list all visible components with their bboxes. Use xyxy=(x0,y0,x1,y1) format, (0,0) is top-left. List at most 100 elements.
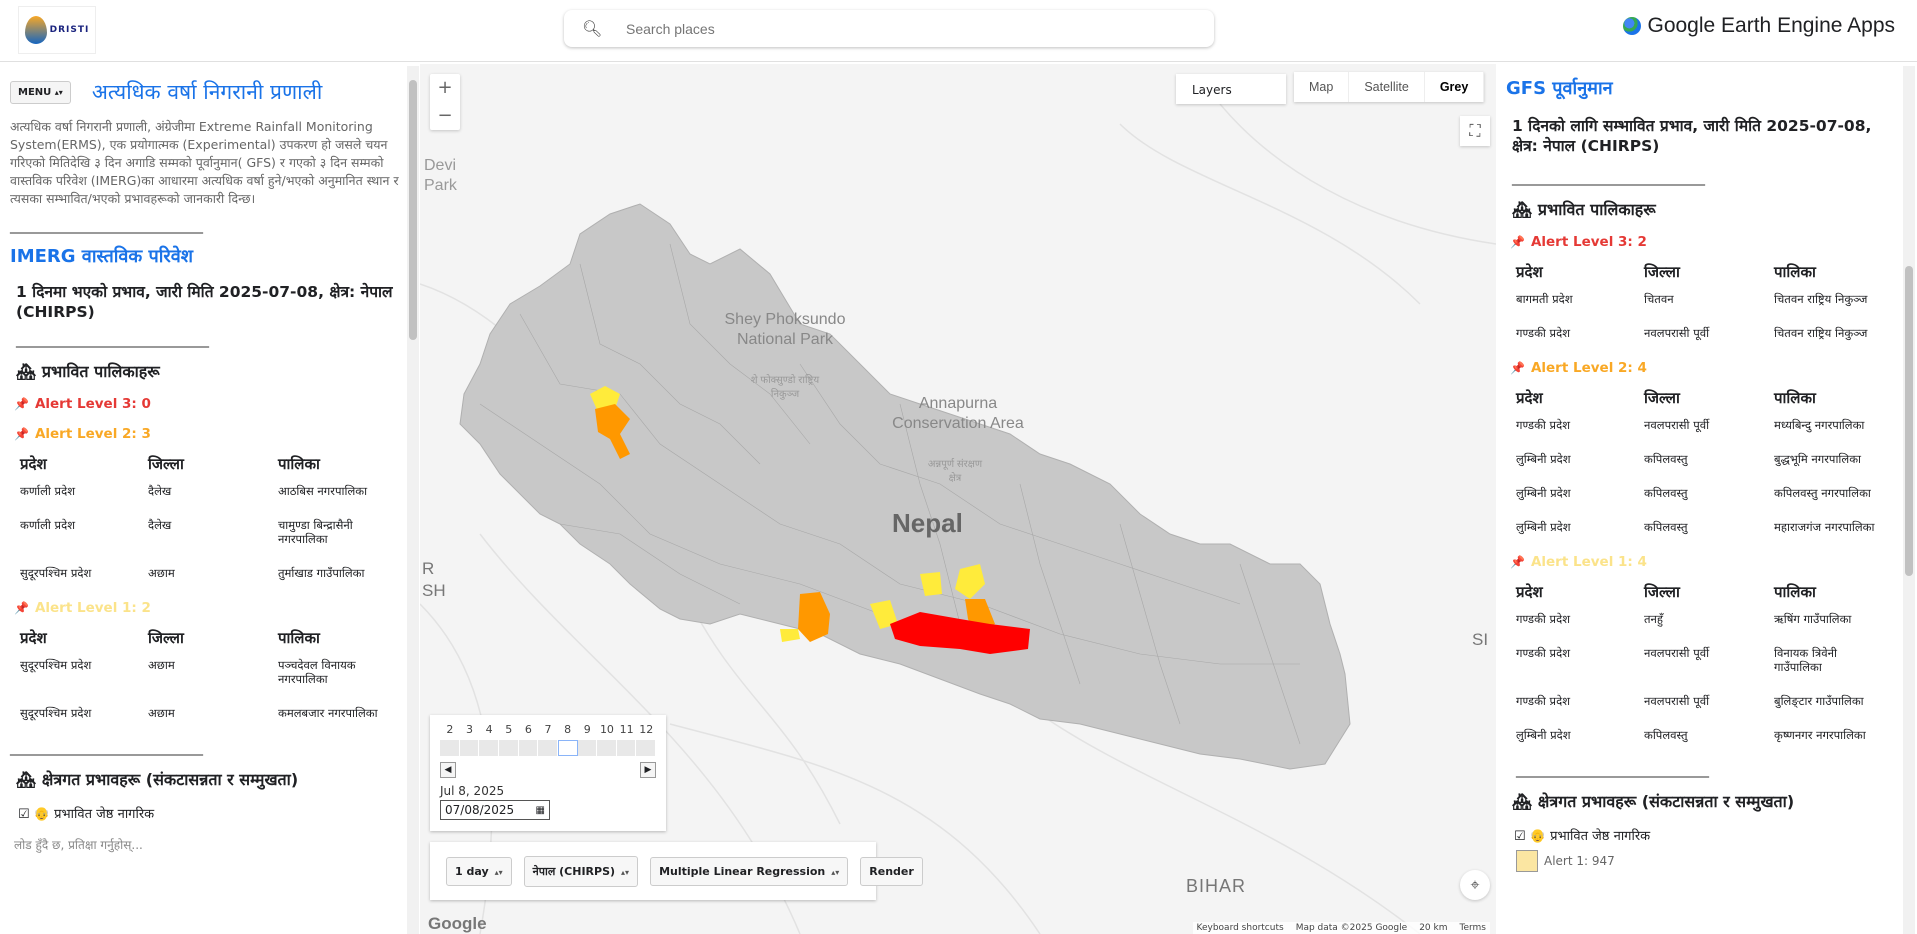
table-row: कर्णाली प्रदेश दैलेख आठबिस नगरपालिका xyxy=(20,484,398,518)
search-icon[interactable]: 🔍︎ xyxy=(582,19,603,38)
table-row: सुदूरपश्चिम प्रदेश अछाम कमलबजार नगरपालिका xyxy=(20,706,398,740)
nepal-country-shape xyxy=(459,203,1351,770)
slider-cell[interactable] xyxy=(459,740,480,756)
road xyxy=(1119,123,1421,305)
search-box[interactable]: 🔍︎ xyxy=(564,10,1214,47)
divider: ________________________________ xyxy=(10,740,203,756)
fullscreen-button[interactable]: ⛶ xyxy=(1460,116,1490,146)
level1-table: प्रदेश जिल्ला पालिका गण्डकी प्रदेश तनहुँ ऋषि… xyxy=(1516,578,1894,762)
menu-select[interactable]: MENU ▴▾ xyxy=(10,80,71,104)
cell: गण्डकी प्रदेश xyxy=(1516,418,1571,432)
region-value: नेपाल (CHIRPS) xyxy=(532,864,616,878)
cell: कर्णाली प्रदेश xyxy=(20,518,76,532)
slider-cell[interactable] xyxy=(440,740,460,756)
map-data-text: Map data ©2025 Google xyxy=(1295,923,1408,933)
table-row: गण्डकी प्रदेश तनहुँ ऋषिंग गाउँपालिका xyxy=(1516,612,1894,646)
selected-date-label: Jul 8, 2025 xyxy=(440,784,505,798)
slider-cell[interactable] xyxy=(518,740,539,756)
slider-cell[interactable] xyxy=(479,740,499,756)
zoom-in-button[interactable]: + xyxy=(437,77,453,98)
crosshair-icon: ⌖ xyxy=(1470,875,1480,894)
calendar-icon[interactable]: ▦ xyxy=(535,804,545,816)
elderly-checkbox[interactable]: ☑ 👴 प्रभावित जेष्ठ नागरिक xyxy=(1514,829,1651,844)
gfs-subtitle: 1 दिनको लागि सम्भावित प्रभाव, जारी मिति … xyxy=(1512,117,1872,155)
table-row: गण्डकी प्रदेश नवलपरासी पूर्वी बुलिङ्टार गा… xyxy=(1516,694,1894,728)
slider-cell[interactable] xyxy=(616,740,637,756)
map-type-grey[interactable]: Grey xyxy=(1425,72,1485,102)
slider-cell[interactable] xyxy=(636,740,657,756)
region-select[interactable]: नेपाल (CHIRPS) ▴▾ xyxy=(523,855,639,887)
dristi-logo[interactable]: DRISTI xyxy=(18,6,96,54)
cell: महाराजगंज नगरपालिका xyxy=(1774,520,1875,534)
duration-value: 1 day xyxy=(455,864,489,878)
google-logo: Google xyxy=(428,914,487,933)
map-label-devi-park: Devi Park xyxy=(424,157,457,194)
col-district: जिल्ला xyxy=(1644,263,1680,281)
elderly-label: प्रभावित जेष्ठ नागरिक xyxy=(54,807,155,822)
map-type-satellite[interactable]: Satellite xyxy=(1349,72,1425,102)
alert-level-2: 📌 Alert Level 2: 4 xyxy=(1510,360,1907,376)
cell: आठबिस नगरपालिका xyxy=(278,484,368,498)
divider: ________________________________ xyxy=(16,332,209,348)
gfs-section-title: GFS पूर्वानुमान xyxy=(1506,78,1613,99)
slider-cell[interactable] xyxy=(597,740,617,756)
alert-level-2-label: Alert Level 2: 3 xyxy=(34,426,151,442)
district-boundary xyxy=(669,243,811,445)
left-scrollbar[interactable] xyxy=(407,66,419,934)
zoom-out-button[interactable]: − xyxy=(437,105,453,126)
model-select[interactable]: Multiple Linear Regression ▴▾ xyxy=(650,856,849,886)
camera-control-button[interactable]: ⌖ xyxy=(1460,870,1490,900)
affected-heading: 🏘︎ प्रभावित पालिकाहरू xyxy=(1512,198,1907,220)
cell: नवलपरासी पूर्वी xyxy=(1644,646,1710,660)
right-panel: GFS पूर्वानुमान 1 दिनको लागि सम्भावित प्… xyxy=(1496,64,1917,934)
cell: बुलिङ्टार गाउँपालिका xyxy=(1774,694,1864,708)
next-button[interactable]: ▶ xyxy=(640,762,656,778)
slider-cell[interactable] xyxy=(498,740,519,756)
scale-bar[interactable]: 20 km xyxy=(1419,923,1448,933)
pin-icon: 📌 xyxy=(1510,235,1525,249)
pin-icon: 📌 xyxy=(1510,555,1525,569)
alert-level-2: 📌 Alert Level 2: 3 xyxy=(14,426,410,442)
legend-alert-1: Alert 1: 947 xyxy=(1516,850,1907,872)
slider-track[interactable] xyxy=(440,740,657,756)
alert-polygon-red xyxy=(890,612,1030,654)
map-label-shey-np: शे फोक्सुण्डो राष्ट्रिय निकुञ्ज xyxy=(750,375,820,400)
date-input[interactable]: 07/08/2025 ▦ xyxy=(440,800,550,820)
map-label-si: SI xyxy=(1472,630,1489,649)
keyboard-shortcuts-link[interactable]: Keyboard shortcuts xyxy=(1196,923,1284,933)
district-boundaries xyxy=(479,243,1301,745)
prev-button[interactable]: ◀ xyxy=(440,762,456,778)
level1-table: प्रदेश जिल्ला पालिका सुदूरपश्चिम प्रदेश अछा… xyxy=(20,624,398,740)
gee-apps-link[interactable]: Google Earth Engine Apps xyxy=(1623,14,1895,38)
scroll-thumb[interactable] xyxy=(409,80,417,340)
cell: कमलबजार नगरपालिका xyxy=(278,706,378,720)
render-button[interactable]: Render xyxy=(860,856,923,886)
scroll-thumb[interactable] xyxy=(1905,266,1913,576)
slider-cell[interactable] xyxy=(577,740,598,756)
elderly-label: प्रभावित जेष्ठ नागरिक xyxy=(1550,829,1651,844)
gee-apps-title: Google Earth Engine Apps xyxy=(1647,14,1895,37)
road xyxy=(1039,713,1421,934)
district-boundary xyxy=(1119,523,1181,725)
elderly-checkbox[interactable]: ☑ 👴 प्रभावित जेष्ठ नागरिक xyxy=(18,807,155,822)
zoom-control: + − xyxy=(430,74,460,130)
search-input[interactable] xyxy=(626,20,1186,37)
map-canvas[interactable] xyxy=(420,64,1496,934)
layers-button[interactable]: Layers xyxy=(1176,74,1286,104)
cell: अछाम xyxy=(148,658,175,672)
tick-label: 3 xyxy=(465,723,473,736)
road xyxy=(669,723,1041,934)
cell: नवलपरासी पूर्वी xyxy=(1644,694,1710,708)
slider-cell[interactable] xyxy=(557,740,578,756)
terms-link[interactable]: Terms xyxy=(1459,923,1486,933)
slider-cell[interactable] xyxy=(538,740,558,756)
tick-label: 11 xyxy=(619,723,634,736)
right-scrollbar[interactable] xyxy=(1903,66,1915,934)
col-province: प्रदेश xyxy=(1516,583,1543,601)
map-view[interactable]: Devi Park Shey Phoksundo National Park श… xyxy=(420,64,1496,934)
cell: विनायक त्रिवेनी गाउँपालिका xyxy=(1774,646,1837,674)
map-type-map[interactable]: Map xyxy=(1294,72,1350,102)
cell: सुदूरपश्चिम प्रदेश xyxy=(20,706,92,720)
alert-level-1: 📌 Alert Level 1: 2 xyxy=(14,600,410,616)
duration-select[interactable]: 1 day ▴▾ xyxy=(446,856,512,886)
